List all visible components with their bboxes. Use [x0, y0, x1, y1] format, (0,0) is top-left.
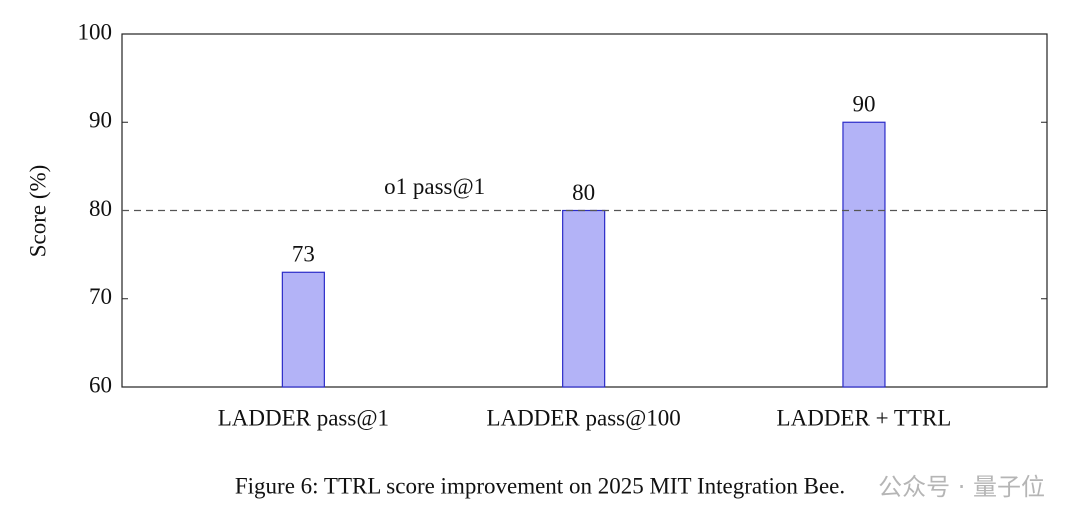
value-label: 73	[292, 242, 315, 267]
y-tick-label: 60	[89, 372, 112, 397]
x-tick-label: LADDER pass@1	[218, 405, 389, 430]
value-label: 90	[852, 92, 875, 117]
bar	[281, 271, 325, 388]
x-tick-label: LADDER pass@100	[487, 405, 681, 430]
y-axis-label: Score (%)	[25, 165, 50, 258]
reference-label: o1 pass@1	[384, 174, 485, 199]
bar	[842, 121, 886, 388]
bar	[562, 209, 606, 388]
y-tick-label: 90	[89, 108, 112, 133]
y-tick-label: 70	[89, 284, 112, 309]
y-tick-label: 80	[89, 196, 112, 221]
value-label: 80	[572, 180, 595, 205]
watermark: 公众号 · 量子位	[878, 473, 1045, 501]
x-tick-label: LADDER + TTRL	[777, 405, 952, 430]
y-tick-label: 100	[78, 19, 113, 44]
caption: Figure 6: TTRL score improvement on 2025…	[235, 473, 845, 498]
